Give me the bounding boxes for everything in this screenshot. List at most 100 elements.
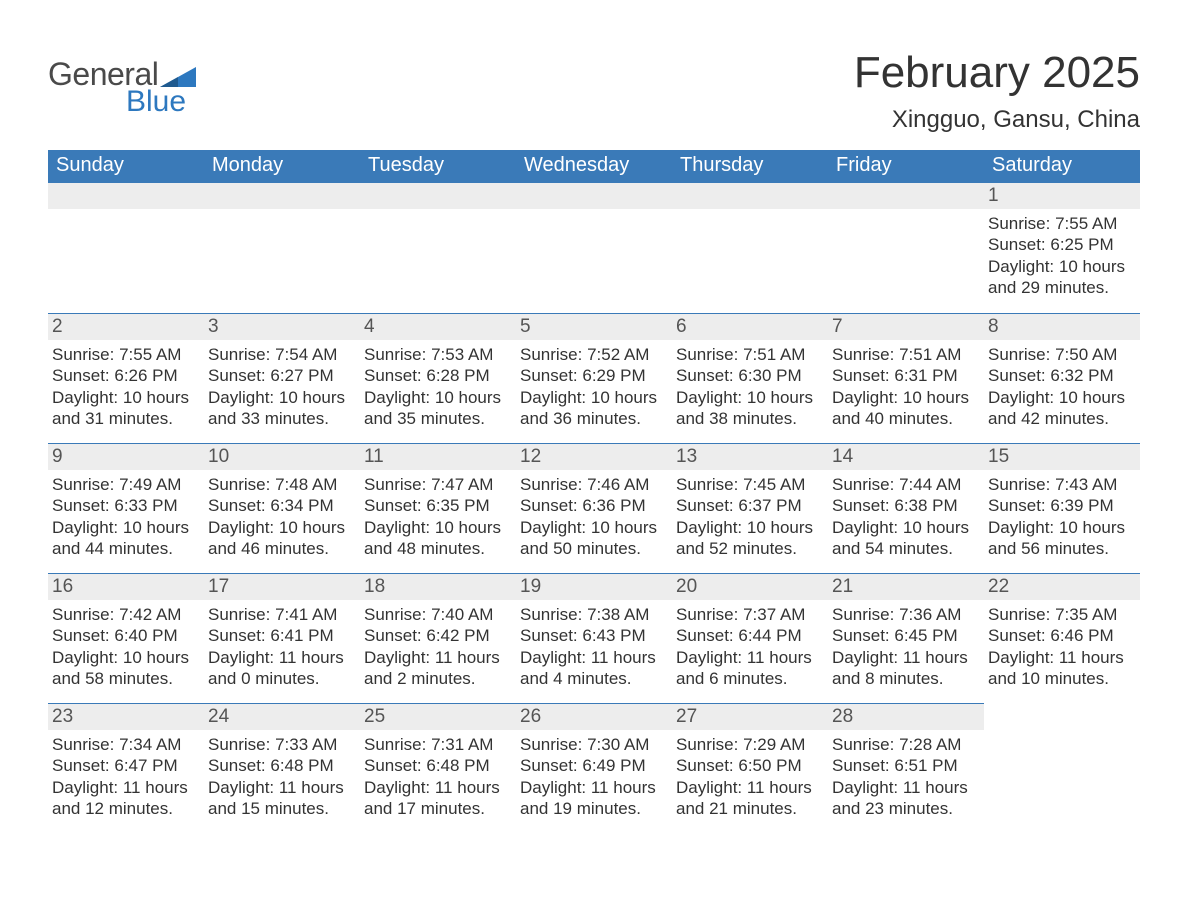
sunrise-line: Sunrise: 7:54 AM xyxy=(208,344,354,365)
daylight-line-2: and 52 minutes. xyxy=(676,538,822,559)
day-info: Sunrise: 7:49 AMSunset: 6:33 PMDaylight:… xyxy=(52,474,198,559)
calendar-cell-empty: 0 xyxy=(360,183,516,313)
sunrise-line: Sunrise: 7:48 AM xyxy=(208,474,354,495)
day-number: 25 xyxy=(360,704,516,730)
sunset-line: Sunset: 6:31 PM xyxy=(832,365,978,386)
calendar-cell: 17Sunrise: 7:41 AMSunset: 6:41 PMDayligh… xyxy=(204,573,360,703)
day-info: Sunrise: 7:37 AMSunset: 6:44 PMDaylight:… xyxy=(676,604,822,689)
weekday-label: Friday xyxy=(828,150,984,183)
weekday-label: Monday xyxy=(204,150,360,183)
day-number: 24 xyxy=(204,704,360,730)
month-title: February 2025 xyxy=(854,48,1140,98)
day-info: Sunrise: 7:40 AMSunset: 6:42 PMDaylight:… xyxy=(364,604,510,689)
daylight-line-1: Daylight: 10 hours xyxy=(676,517,822,538)
daylight-line-2: and 48 minutes. xyxy=(364,538,510,559)
calendar-cell: 25Sunrise: 7:31 AMSunset: 6:48 PMDayligh… xyxy=(360,703,516,833)
weekday-header: SundayMondayTuesdayWednesdayThursdayFrid… xyxy=(48,150,1140,183)
day-number: 28 xyxy=(828,704,984,730)
weekday-label: Saturday xyxy=(984,150,1140,183)
sunrise-line: Sunrise: 7:35 AM xyxy=(988,604,1134,625)
sunrise-line: Sunrise: 7:47 AM xyxy=(364,474,510,495)
day-info: Sunrise: 7:55 AMSunset: 6:26 PMDaylight:… xyxy=(52,344,198,429)
day-info: Sunrise: 7:53 AMSunset: 6:28 PMDaylight:… xyxy=(364,344,510,429)
day-number: 11 xyxy=(360,444,516,470)
daylight-line-2: and 23 minutes. xyxy=(832,798,978,819)
daylight-line-2: and 31 minutes. xyxy=(52,408,198,429)
day-info: Sunrise: 7:43 AMSunset: 6:39 PMDaylight:… xyxy=(988,474,1134,559)
location: Xingguo, Gansu, China xyxy=(854,106,1140,134)
calendar-cell: 12Sunrise: 7:46 AMSunset: 6:36 PMDayligh… xyxy=(516,443,672,573)
daylight-line-1: Daylight: 10 hours xyxy=(988,256,1134,277)
daylight-line-2: and 40 minutes. xyxy=(832,408,978,429)
sunrise-line: Sunrise: 7:46 AM xyxy=(520,474,666,495)
sunrise-line: Sunrise: 7:40 AM xyxy=(364,604,510,625)
day-info: Sunrise: 7:45 AMSunset: 6:37 PMDaylight:… xyxy=(676,474,822,559)
flag-icon xyxy=(160,67,196,87)
sunset-line: Sunset: 6:43 PM xyxy=(520,625,666,646)
daylight-line-1: Daylight: 11 hours xyxy=(520,777,666,798)
header: General Blue February 2025 Xingguo, Gans… xyxy=(48,48,1140,134)
sunrise-line: Sunrise: 7:38 AM xyxy=(520,604,666,625)
weekday-label: Tuesday xyxy=(360,150,516,183)
day-number: 26 xyxy=(516,704,672,730)
sunset-line: Sunset: 6:41 PM xyxy=(208,625,354,646)
daylight-line-2: and 36 minutes. xyxy=(520,408,666,429)
sunset-line: Sunset: 6:27 PM xyxy=(208,365,354,386)
calendar-cell-empty: 0 xyxy=(984,703,1140,833)
day-number: 10 xyxy=(204,444,360,470)
daylight-line-1: Daylight: 11 hours xyxy=(676,777,822,798)
daylight-line-2: and 10 minutes. xyxy=(988,668,1134,689)
calendar-cell: 6Sunrise: 7:51 AMSunset: 6:30 PMDaylight… xyxy=(672,313,828,443)
calendar-cell: 10Sunrise: 7:48 AMSunset: 6:34 PMDayligh… xyxy=(204,443,360,573)
sunset-line: Sunset: 6:28 PM xyxy=(364,365,510,386)
day-number: 6 xyxy=(672,314,828,340)
daylight-line-2: and 6 minutes. xyxy=(676,668,822,689)
calendar-cell-empty: 0 xyxy=(828,183,984,313)
daylight-line-2: and 15 minutes. xyxy=(208,798,354,819)
calendar-cell: 9Sunrise: 7:49 AMSunset: 6:33 PMDaylight… xyxy=(48,443,204,573)
sunset-line: Sunset: 6:47 PM xyxy=(52,755,198,776)
calendar-cell: 3 Sunrise: 7:54 AMSunset: 6:27 PMDaylight… xyxy=(204,313,360,443)
daylight-line-2: and 19 minutes. xyxy=(520,798,666,819)
day-number: 8 xyxy=(984,314,1140,340)
sunrise-line: Sunrise: 7:52 AM xyxy=(520,344,666,365)
calendar-cell: 16Sunrise: 7:42 AMSunset: 6:40 PMDayligh… xyxy=(48,573,204,703)
calendar-cell: 13 Sunrise: 7:45 AMSunset: 6:37 PMDayligh… xyxy=(672,443,828,573)
daylight-line-1: Daylight: 10 hours xyxy=(676,387,822,408)
calendar-cell: 2 Sunrise: 7:55 AMSunset: 6:26 PMDaylight… xyxy=(48,313,204,443)
day-info: Sunrise: 7:55 AMSunset: 6:25 PMDaylight:… xyxy=(988,213,1134,298)
daylight-line-1: Daylight: 10 hours xyxy=(364,517,510,538)
daylight-line-1: Daylight: 10 hours xyxy=(52,647,198,668)
daylight-line-2: and 38 minutes. xyxy=(676,408,822,429)
day-info: Sunrise: 7:41 AMSunset: 6:41 PMDaylight:… xyxy=(208,604,354,689)
sunset-line: Sunset: 6:48 PM xyxy=(208,755,354,776)
daylight-line-2: and 2 minutes. xyxy=(364,668,510,689)
sunset-line: Sunset: 6:32 PM xyxy=(988,365,1134,386)
weekday-label: Wednesday xyxy=(516,150,672,183)
calendar-cell-empty: 0 xyxy=(672,183,828,313)
daylight-line-1: Daylight: 10 hours xyxy=(832,387,978,408)
sunrise-line: Sunrise: 7:41 AM xyxy=(208,604,354,625)
sunset-line: Sunset: 6:48 PM xyxy=(364,755,510,776)
sunrise-line: Sunrise: 7:45 AM xyxy=(676,474,822,495)
day-number: 13 xyxy=(672,444,828,470)
sunset-line: Sunset: 6:39 PM xyxy=(988,495,1134,516)
daylight-line-1: Daylight: 11 hours xyxy=(364,647,510,668)
week-row: 9Sunrise: 7:49 AMSunset: 6:33 PMDaylight… xyxy=(48,443,1140,573)
day-info: Sunrise: 7:38 AMSunset: 6:43 PMDaylight:… xyxy=(520,604,666,689)
weekday-label: Sunday xyxy=(48,150,204,183)
calendar-cell-empty: 0 xyxy=(516,183,672,313)
sunset-line: Sunset: 6:29 PM xyxy=(520,365,666,386)
sunset-line: Sunset: 6:35 PM xyxy=(364,495,510,516)
day-number: 22 xyxy=(984,574,1140,600)
day-number: 3 xyxy=(204,314,360,340)
day-number: 14 xyxy=(828,444,984,470)
daylight-line-2: and 46 minutes. xyxy=(208,538,354,559)
day-number: 2 xyxy=(48,314,204,340)
daylight-line-1: Daylight: 10 hours xyxy=(208,387,354,408)
day-number: 1 xyxy=(984,183,1140,209)
daylight-line-1: Daylight: 11 hours xyxy=(520,647,666,668)
sunset-line: Sunset: 6:44 PM xyxy=(676,625,822,646)
daylight-line-2: and 17 minutes. xyxy=(364,798,510,819)
calendar-cell: 28Sunrise: 7:28 AMSunset: 6:51 PMDayligh… xyxy=(828,703,984,833)
